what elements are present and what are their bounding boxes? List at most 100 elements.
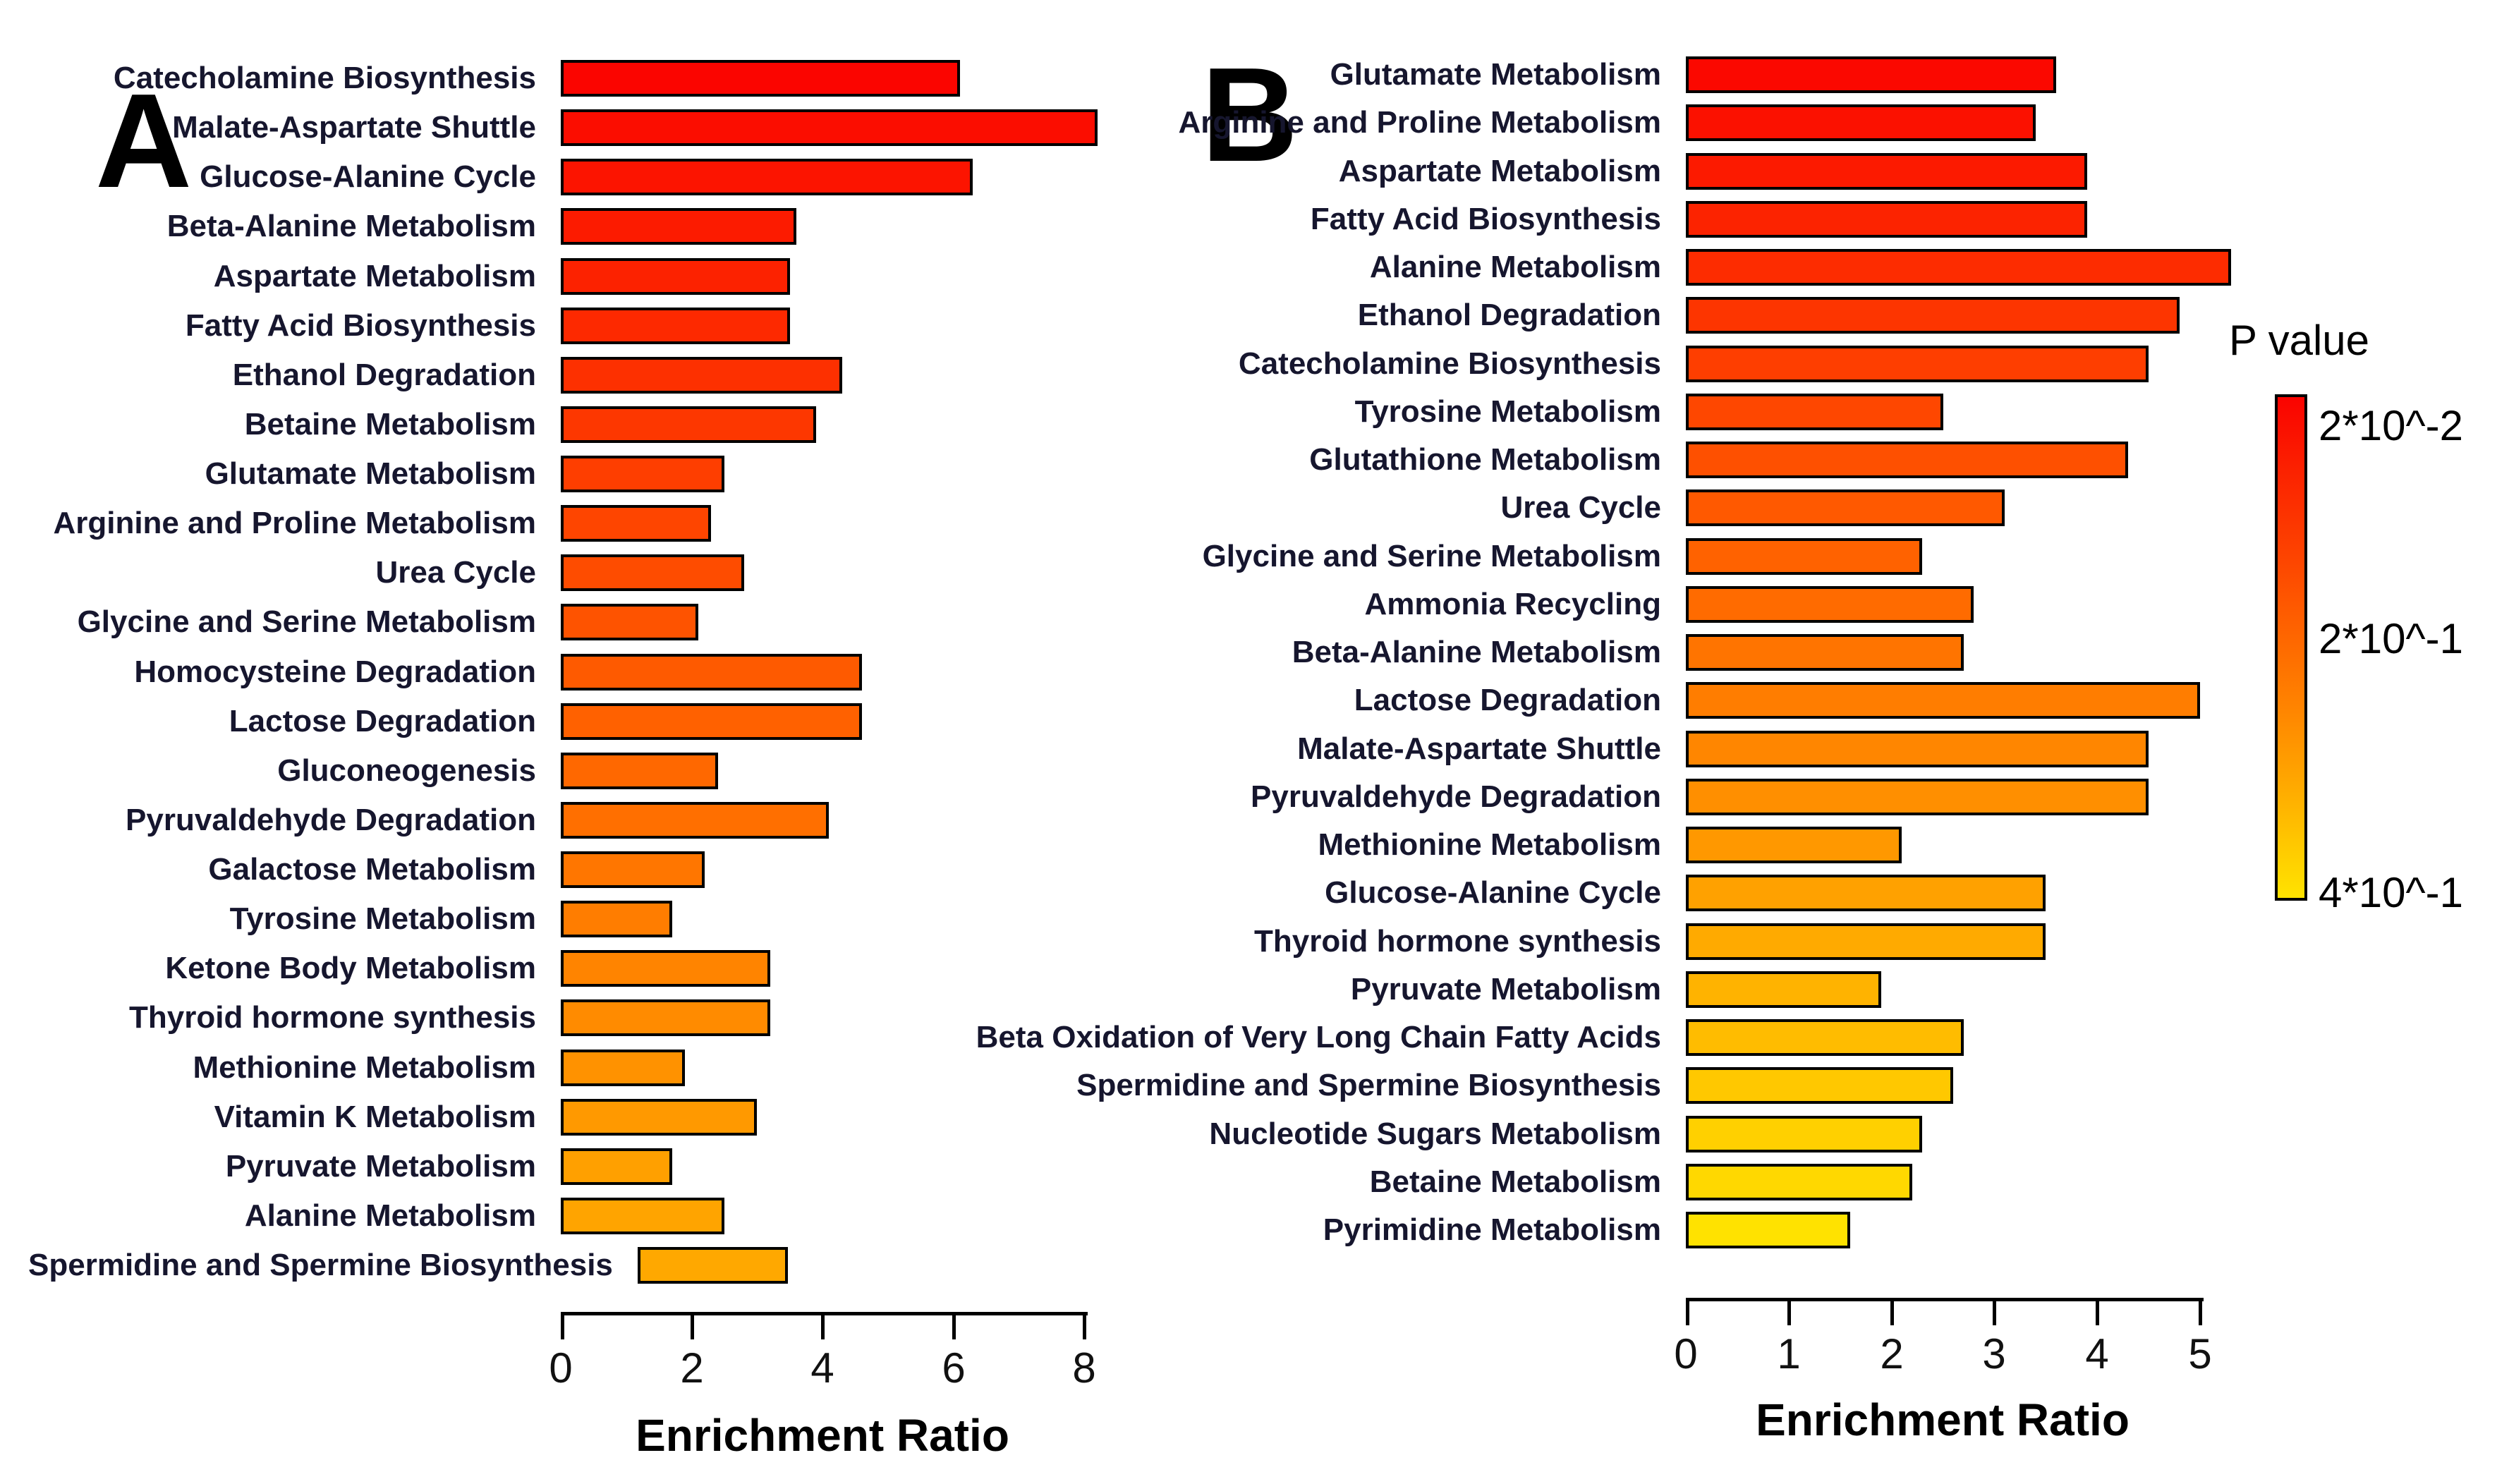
pathway-label: Methionine Metabolism	[193, 1050, 536, 1085]
pathway-row: Methionine Metabolism	[885, 827, 2243, 863]
pathway-label: Arginine and Proline Metabolism	[53, 506, 536, 541]
axis-tick	[952, 1314, 956, 1339]
pathway-label: Fatty Acid Biosynthesis	[185, 308, 536, 343]
panel-a-x-axis	[561, 1312, 1088, 1339]
panel-b-letter: B	[1201, 40, 1299, 190]
pathway-label: Lactose Degradation	[229, 703, 536, 738]
pathway-row: Pyruvaldehyde Degradation	[885, 778, 2243, 815]
axis-tick	[1686, 1300, 1689, 1325]
pathway-row: Nucleotide Sugars Metabolism	[885, 1115, 2243, 1152]
enrichment-bar-b-11	[1686, 537, 1923, 575]
enrichment-bar-b-20	[1686, 971, 1882, 1008]
pathway-label: Ammonia Recycling	[1364, 586, 1661, 621]
pathway-label: Galactose Metabolism	[208, 852, 536, 887]
pathway-label: Alanine Metabolism	[244, 1198, 536, 1233]
legend-tick-label-bottom: 4*10^-1	[2319, 869, 2463, 916]
enrichment-bar-a-2	[561, 109, 1098, 147]
pathway-label: Homocysteine Degradation	[134, 654, 536, 689]
pathway-row: Glutamate Metabolism	[28, 456, 1199, 492]
enrichment-bar-a-9	[561, 456, 724, 492]
enrichment-bar-a-5	[561, 257, 790, 295]
pathway-label: Glutamate Metabolism	[205, 456, 536, 491]
enrichment-bar-b-8	[1686, 393, 1943, 430]
pathway-label: Tyrosine Metabolism	[1354, 394, 1661, 429]
pathway-label: Pyrimidine Metabolism	[1323, 1212, 1661, 1247]
enrichment-bar-a-24	[561, 1197, 724, 1234]
enrichment-bar-b-5	[1686, 249, 2231, 286]
axis-tick-label: 5	[2188, 1330, 2212, 1377]
pathway-row: Pyruvaldehyde Degradation	[28, 801, 1199, 839]
pathway-row: Malate-Aspartate Shuttle	[885, 730, 2243, 767]
enrichment-bar-a-8	[561, 406, 816, 443]
pathway-label: Ketone Body Metabolism	[165, 951, 536, 986]
pathway-row: Beta-Alanine Metabolism	[28, 208, 1199, 245]
axis-tick	[691, 1314, 694, 1339]
legend-title: P value	[2229, 317, 2370, 364]
axis-tick	[1890, 1300, 1894, 1325]
panel-b-x-axis	[1686, 1298, 2204, 1325]
axis-tick-label: 2	[1880, 1330, 1904, 1377]
pathway-row: Tyrosine Metabolism	[28, 901, 1199, 938]
pathway-row: Thyroid hormone synthesis	[885, 923, 2243, 960]
pathway-row: Glycine and Serine Metabolism	[885, 537, 2243, 575]
enrichment-bar-a-12	[561, 604, 698, 641]
pathway-row: Beta Oxidation of Very Long Chain Fatty …	[885, 1019, 2243, 1056]
pathway-label: Alanine Metabolism	[1369, 250, 1661, 284]
pathway-row: Betaine Metabolism	[885, 1163, 2243, 1200]
pathway-row: Urea Cycle	[28, 554, 1199, 592]
pathway-label: Pyruvate Metabolism	[225, 1148, 536, 1184]
pathway-row: Lactose Degradation	[885, 682, 2243, 719]
pathway-label: Malate-Aspartate Shuttle	[1297, 731, 1661, 766]
pathway-row: Glucose-Alanine Cycle	[28, 159, 1199, 196]
axis-tick	[1787, 1300, 1791, 1325]
pathway-label: Urea Cycle	[1500, 490, 1661, 525]
pathway-label: Beta-Alanine Metabolism	[166, 209, 536, 244]
pathway-label: Vitamin K Metabolism	[214, 1099, 536, 1134]
axis-tick-label: 4	[2085, 1330, 2109, 1377]
pathway-label: Gluconeogenesis	[277, 753, 536, 788]
pathway-label: Nucleotide Sugars Metabolism	[1209, 1116, 1661, 1151]
enrichment-bar-b-16	[1686, 778, 2149, 815]
pathway-row: Catecholamine Biosynthesis	[28, 60, 1199, 97]
pathway-row: Pyruvate Metabolism	[885, 971, 2243, 1008]
pathway-label: Malate-Aspartate Shuttle	[172, 110, 536, 145]
axis-tick	[2096, 1300, 2099, 1325]
enrichment-bar-b-23	[1686, 1115, 1923, 1152]
pathway-row: Spermidine and Spermine Biosynthesis	[28, 1247, 1199, 1284]
pathway-row: Beta-Alanine Metabolism	[885, 634, 2243, 671]
pathway-label: Arginine and Proline Metabolism	[1178, 105, 1661, 140]
pathway-row: Arginine and Proline Metabolism	[28, 505, 1199, 542]
panel-a-bar-rows: Catecholamine Biosynthesis Malate-Aspart…	[28, 60, 1199, 1284]
pathway-row: Aspartate Metabolism	[28, 257, 1199, 295]
axis-tick-label: 6	[942, 1344, 966, 1392]
enrichment-bar-a-25	[637, 1247, 789, 1284]
enrichment-bar-a-19	[561, 950, 770, 987]
pathway-row: Malate-Aspartate Shuttle	[28, 109, 1199, 147]
enrichment-bar-a-13	[561, 653, 862, 691]
enrichment-bar-a-16	[561, 801, 830, 839]
legend-tick-label-mid: 2*10^-1	[2319, 615, 2463, 662]
pathway-label: Beta-Alanine Metabolism	[1292, 635, 1661, 669]
pathway-label: Thyroid hormone synthesis	[129, 1000, 536, 1035]
pathway-label: Urea Cycle	[375, 555, 536, 590]
pathway-row: Homocysteine Degradation	[28, 653, 1199, 691]
enrichment-bar-b-3	[1686, 152, 2087, 190]
pathway-label: Catecholamine Biosynthesis	[113, 61, 536, 95]
pathway-row: Glutathione Metabolism	[885, 442, 2243, 478]
pathway-label: Aspartate Metabolism	[1338, 153, 1661, 188]
axis-tick-label: 3	[1982, 1330, 2006, 1377]
pathway-row: Lactose Degradation	[28, 703, 1199, 740]
panel-b-tick-labels: 0 1 2 3 4 5	[1674, 1329, 2211, 1385]
enrichment-bar-b-6	[1686, 297, 2180, 334]
pathway-row: Urea Cycle	[885, 489, 2243, 527]
pathway-label: Thyroid hormone synthesis	[1254, 923, 1661, 959]
enrichment-bar-b-10	[1686, 489, 2005, 527]
panel-b-xaxis-title: Enrichment Ratio	[1756, 1394, 2130, 1445]
panel-b-bar-rows: Glutamate Metabolism Arginine and Prolin…	[885, 56, 2243, 1248]
enrichment-bar-b-14	[1686, 682, 2200, 719]
pathway-label: Tyrosine Metabolism	[229, 901, 536, 937]
pathway-label: Pyruvate Metabolism	[1350, 971, 1661, 1006]
pathway-row: Spermidine and Spermine Biosynthesis	[885, 1067, 2243, 1105]
pathway-row: Ketone Body Metabolism	[28, 950, 1199, 987]
pathway-label: Pyruvaldehyde Degradation	[126, 802, 536, 837]
